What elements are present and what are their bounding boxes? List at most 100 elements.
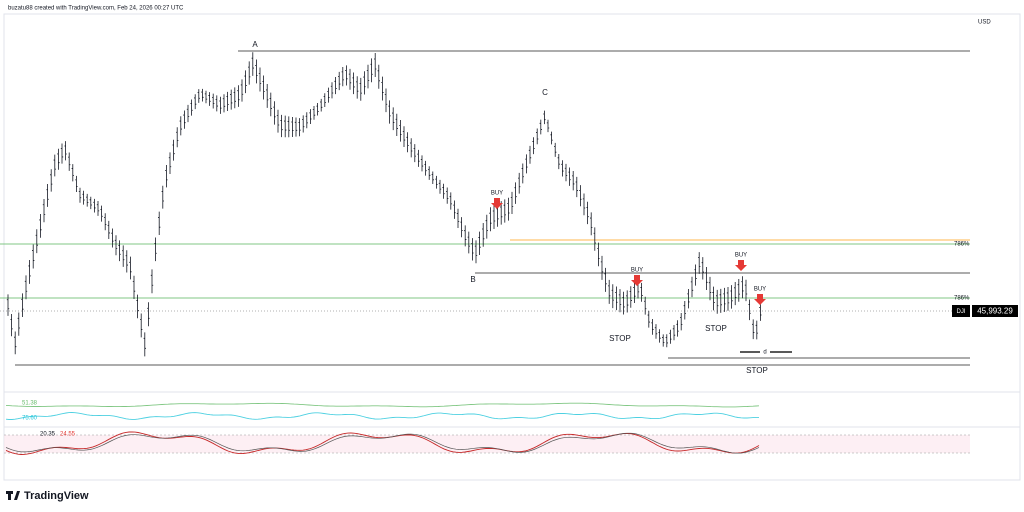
ohlc-bar xyxy=(518,172,521,194)
ohlc-bar xyxy=(248,61,251,85)
ohlc-bar xyxy=(586,201,589,225)
ohlc-bar xyxy=(197,89,200,103)
stoch-d xyxy=(5,432,760,454)
ohlc-bar xyxy=(107,220,110,239)
ohlc-bar xyxy=(251,52,254,76)
ohlc-bar xyxy=(478,231,481,255)
ohlc-bar xyxy=(183,110,186,129)
ohlc-bar xyxy=(572,171,575,191)
buy-arrow xyxy=(491,198,503,209)
ohlc-bar xyxy=(683,301,686,320)
ohlc-bar xyxy=(449,192,452,210)
ohlc-bar xyxy=(17,312,20,336)
ohlc-bar xyxy=(406,132,409,153)
ohlc-bar xyxy=(323,93,326,108)
stop-label: STOP xyxy=(746,366,768,375)
ohlc-bar xyxy=(60,143,64,164)
ohlc-bar xyxy=(345,65,348,86)
logo-mark xyxy=(6,491,20,500)
ohlc-bar xyxy=(280,114,283,138)
ohlc-bar xyxy=(377,64,380,89)
ohlc-bar xyxy=(294,117,298,137)
ohlc-bar xyxy=(680,312,683,331)
ohlc-bar xyxy=(428,166,431,180)
stoch-k xyxy=(5,431,760,455)
brand: TradingView xyxy=(24,490,89,502)
ohlc-bar xyxy=(698,252,701,274)
ohlc-bar xyxy=(237,85,240,107)
ohlc-bar xyxy=(132,275,136,299)
ohlc-bar xyxy=(413,144,416,163)
ohlc-bar xyxy=(665,334,668,348)
ohlc-bar xyxy=(539,119,542,135)
ohlc-bar xyxy=(147,302,150,327)
ohlc-bar xyxy=(240,79,244,102)
ohlc-bar xyxy=(644,296,647,315)
ohlc-bar xyxy=(28,259,31,284)
ohlc-bar xyxy=(608,279,611,304)
ohlc-bar xyxy=(129,256,132,280)
buy-label: BUY xyxy=(735,253,747,259)
ohlc-bar xyxy=(737,279,740,302)
currency: USD xyxy=(978,20,991,26)
ohlc-bar xyxy=(327,87,330,103)
ohlc-bar xyxy=(590,212,593,236)
ohlc-bar xyxy=(600,255,604,280)
ohlc-bar xyxy=(744,279,748,302)
ohlc-bar xyxy=(690,276,694,298)
ohlc-bar xyxy=(244,70,247,94)
ohlc-bar xyxy=(435,175,438,189)
ohlc-bar xyxy=(525,154,528,174)
indicator-value: 51.38 xyxy=(22,401,38,407)
ohlc-bar xyxy=(474,240,478,264)
ohlc-bar xyxy=(35,229,38,254)
ohlc-bar xyxy=(564,163,568,182)
ohlc-bar xyxy=(460,217,463,238)
ohlc-bar xyxy=(467,231,470,254)
ohlc-bar xyxy=(341,67,344,87)
ohlc-bar xyxy=(176,127,179,148)
ohlc-bar xyxy=(42,198,46,223)
ohlc-bar xyxy=(388,100,391,124)
ohlc-bar xyxy=(500,201,503,225)
point-label: A xyxy=(252,40,258,49)
ohlc-bar xyxy=(705,266,708,290)
attribution: buzatu88 created with TradingView.com, F… xyxy=(8,6,184,12)
ohlc-bar xyxy=(528,145,532,164)
ohlc-bar xyxy=(111,228,114,248)
ohlc-bar xyxy=(654,324,658,339)
ohlc-bar xyxy=(291,116,294,138)
ohlc-bar xyxy=(316,103,319,116)
ohlc-bar xyxy=(482,223,485,247)
ohlc-bar xyxy=(716,289,719,314)
ohlc-bar xyxy=(64,141,67,161)
ohlc-bar xyxy=(215,95,218,112)
ohlc-bar xyxy=(161,185,164,209)
ohlc-bar xyxy=(640,282,643,302)
ohlc-bar xyxy=(298,118,301,137)
ohlc-bar xyxy=(593,227,596,251)
ohlc-bar xyxy=(10,314,13,337)
buy-label: BUY xyxy=(631,268,643,274)
ohlc-bar xyxy=(755,320,758,340)
ohlc-bar xyxy=(536,128,539,145)
ohlc-bar xyxy=(168,152,172,175)
ohlc-bar xyxy=(352,72,355,95)
ohlc-bar xyxy=(730,285,733,309)
indicator-value: 75.60 xyxy=(22,416,38,422)
ohlc-bar xyxy=(629,286,632,308)
stop-label: STOP xyxy=(609,334,631,343)
ohlc-bar xyxy=(550,131,553,145)
ohlc-bar xyxy=(669,329,672,344)
ohlc-bar xyxy=(334,76,337,95)
ohlc-bar xyxy=(320,98,323,112)
ohlc-bar xyxy=(442,183,445,199)
buy-label: BUY xyxy=(491,191,503,197)
ohlc-bar xyxy=(86,193,89,207)
ohlc-bar xyxy=(118,240,121,262)
buy-label: BUY xyxy=(754,287,766,293)
ohlc-bar xyxy=(597,242,600,267)
ohlc-bar xyxy=(172,139,175,161)
buy-arrow xyxy=(631,275,643,286)
